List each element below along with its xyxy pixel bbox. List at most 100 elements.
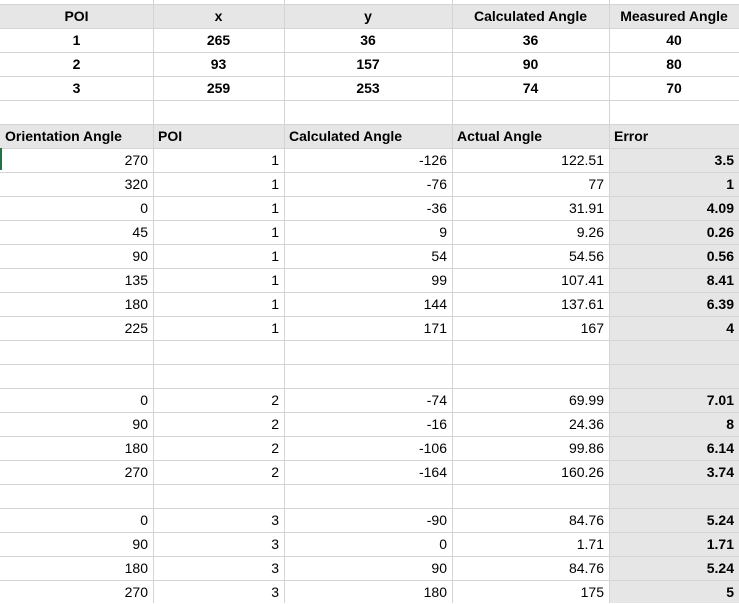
poi-data-cell[interactable]: 259: [206, 80, 231, 96]
error-data-cell[interactable]: 0: [140, 512, 148, 528]
error-value-cell[interactable]: 4.09: [706, 200, 734, 216]
error-header-cell[interactable]: Orientation Angle: [5, 128, 122, 144]
error-data-cell[interactable]: 99.86: [568, 440, 604, 456]
error-value-cell[interactable]: 5.24: [706, 560, 734, 576]
error-value-cell[interactable]: 3.5: [714, 152, 734, 168]
error-data-cell[interactable]: 167: [580, 320, 604, 336]
poi-header-cell[interactable]: y: [364, 8, 372, 24]
error-data-cell[interactable]: -164: [418, 464, 447, 480]
error-data-cell[interactable]: 84.76: [568, 512, 604, 528]
error-value-cell[interactable]: 8: [726, 416, 734, 432]
error-data-cell[interactable]: 270: [124, 584, 148, 600]
error-data-cell[interactable]: -90: [426, 512, 447, 528]
poi-data-cell[interactable]: 36: [522, 32, 539, 48]
error-data-cell[interactable]: 9: [439, 224, 447, 240]
poi-data-cell[interactable]: 1: [72, 32, 81, 48]
error-data-cell[interactable]: 0: [140, 392, 148, 408]
error-data-cell[interactable]: 270: [124, 464, 148, 480]
error-data-cell[interactable]: 0: [140, 200, 148, 216]
error-data-cell[interactable]: 320: [124, 176, 148, 192]
poi-data-cell[interactable]: 40: [666, 32, 682, 48]
poi-data-cell[interactable]: 36: [360, 32, 376, 48]
poi-data-cell[interactable]: 265: [206, 32, 231, 48]
error-data-cell[interactable]: 1: [271, 320, 279, 336]
error-data-cell[interactable]: 1: [271, 224, 279, 240]
poi-header-cell[interactable]: x: [214, 8, 223, 24]
error-data-cell[interactable]: 1: [271, 248, 279, 264]
error-data-cell[interactable]: 1: [271, 296, 279, 312]
error-data-cell[interactable]: 9.26: [576, 224, 604, 240]
error-data-cell[interactable]: 0: [439, 536, 447, 552]
poi-header-cell[interactable]: Measured Angle: [620, 8, 728, 24]
error-value-cell[interactable]: 5: [726, 584, 734, 600]
error-header-cell[interactable]: Error: [614, 128, 649, 144]
poi-data-cell[interactable]: 93: [210, 56, 227, 72]
poi-header-cell[interactable]: POI: [64, 8, 89, 24]
error-data-cell[interactable]: 54.56: [568, 248, 604, 264]
error-data-cell[interactable]: 175: [580, 584, 604, 600]
error-value-cell[interactable]: 1.71: [706, 536, 734, 552]
poi-header-cell[interactable]: Calculated Angle: [473, 8, 588, 24]
error-data-cell[interactable]: 1: [271, 272, 279, 288]
error-value-cell[interactable]: 4: [726, 320, 734, 336]
error-data-cell[interactable]: 90: [132, 416, 148, 432]
error-data-cell[interactable]: 180: [423, 584, 447, 600]
error-value-cell[interactable]: 0.26: [706, 224, 734, 240]
error-data-cell[interactable]: 2: [271, 392, 279, 408]
error-data-cell[interactable]: 3: [271, 512, 279, 528]
error-data-cell[interactable]: -36: [426, 200, 447, 216]
error-header-cell[interactable]: Calculated Angle: [289, 128, 403, 144]
poi-data-cell[interactable]: 157: [356, 56, 380, 72]
error-data-cell[interactable]: 3: [271, 584, 279, 600]
error-header-cell[interactable]: POI: [158, 128, 183, 144]
error-data-cell[interactable]: 45: [132, 224, 148, 240]
error-data-cell[interactable]: 90: [431, 560, 447, 576]
error-data-cell[interactable]: -126: [418, 152, 447, 168]
error-data-cell[interactable]: -106: [418, 440, 447, 456]
error-data-cell[interactable]: 1: [271, 200, 279, 216]
error-data-cell[interactable]: 77: [588, 176, 604, 192]
error-data-cell[interactable]: -76: [426, 176, 447, 192]
poi-data-cell[interactable]: 253: [356, 80, 380, 96]
poi-data-cell[interactable]: 74: [522, 80, 539, 96]
error-data-cell[interactable]: 3: [271, 536, 279, 552]
error-data-cell[interactable]: 122.51: [561, 152, 604, 168]
poi-data-cell[interactable]: 90: [522, 56, 539, 72]
error-header-cell[interactable]: Actual Angle: [457, 128, 543, 144]
error-data-cell[interactable]: -74: [426, 392, 447, 408]
error-value-cell[interactable]: 1: [726, 176, 734, 192]
error-data-cell[interactable]: 180: [124, 440, 148, 456]
error-data-cell[interactable]: 2: [271, 416, 279, 432]
error-value-cell[interactable]: 3.74: [706, 464, 734, 480]
error-data-cell[interactable]: 135: [124, 272, 148, 288]
error-data-cell[interactable]: 144: [423, 296, 447, 312]
error-data-cell[interactable]: 90: [132, 248, 148, 264]
poi-data-cell[interactable]: 80: [666, 56, 682, 72]
error-data-cell[interactable]: 84.76: [568, 560, 604, 576]
error-value-cell[interactable]: 5.24: [706, 512, 734, 528]
error-data-cell[interactable]: 1.71: [576, 536, 604, 552]
error-data-cell[interactable]: 31.91: [568, 200, 604, 216]
error-value-cell[interactable]: 6.39: [706, 296, 734, 312]
error-data-cell[interactable]: 69.99: [568, 392, 604, 408]
error-data-cell[interactable]: 2: [271, 464, 279, 480]
error-data-cell[interactable]: 180: [124, 560, 148, 576]
error-data-cell[interactable]: 1: [271, 152, 279, 168]
poi-data-cell[interactable]: 2: [72, 56, 81, 72]
error-data-cell[interactable]: 171: [423, 320, 447, 336]
error-data-cell[interactable]: 99: [431, 272, 447, 288]
error-data-cell[interactable]: 90: [132, 536, 148, 552]
error-data-cell[interactable]: 180: [124, 296, 148, 312]
error-data-cell[interactable]: 54: [431, 248, 447, 264]
error-data-cell[interactable]: 270: [124, 152, 148, 168]
error-data-cell[interactable]: 137.61: [561, 296, 604, 312]
error-value-cell[interactable]: 8.41: [706, 272, 734, 288]
poi-data-cell[interactable]: 3: [72, 80, 81, 96]
error-data-cell[interactable]: 107.41: [561, 272, 604, 288]
error-value-cell[interactable]: 6.14: [706, 440, 734, 456]
poi-data-cell[interactable]: 70: [666, 80, 682, 96]
error-value-cell[interactable]: 7.01: [706, 392, 734, 408]
error-data-cell[interactable]: -16: [426, 416, 447, 432]
error-data-cell[interactable]: 2: [271, 440, 279, 456]
